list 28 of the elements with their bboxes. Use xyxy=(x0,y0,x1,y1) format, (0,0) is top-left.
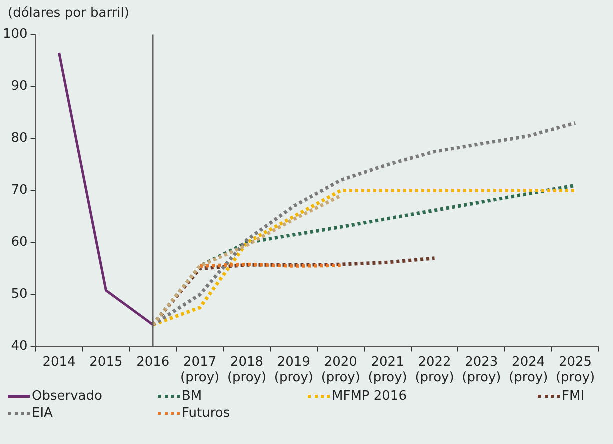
y-tick-label: 50 xyxy=(11,287,28,302)
x-tick-label: 2020 (proy) xyxy=(321,354,360,386)
x-tick-label: 2021 (proy) xyxy=(368,354,408,386)
x-tick-label: 2025 (proy) xyxy=(556,354,596,386)
y-tick-label: 80 xyxy=(11,131,28,146)
x-tick-label: 2014 xyxy=(42,354,76,370)
x-tick-label: 2016 xyxy=(136,354,170,370)
y-tick-label: 70 xyxy=(11,183,28,198)
y-tick-label: 40 xyxy=(11,339,28,354)
legend-label: FMI xyxy=(562,389,585,404)
legend-label: EIA xyxy=(32,406,53,421)
legend-label: Futuros xyxy=(182,406,230,421)
legend-label: MFMP 2016 xyxy=(332,389,407,404)
x-tick-label: 2017 (proy) xyxy=(180,354,220,386)
x-tick-label: 2024 (proy) xyxy=(509,354,548,386)
y-tick-label: 90 xyxy=(11,79,28,94)
y-axis-title: (dólares por barril) xyxy=(7,6,130,23)
line-series xyxy=(151,194,343,327)
x-tick-label: 2018 (proy) xyxy=(227,354,267,386)
legend-label: Observado xyxy=(32,389,102,404)
x-tick-label: 2015 xyxy=(90,354,123,370)
y-tick-label: 60 xyxy=(11,235,28,250)
legend-label: BM xyxy=(182,389,202,404)
x-tick-label: 2019 (proy) xyxy=(274,354,314,386)
x-tick-label: 2023 (proy) xyxy=(462,354,502,386)
line-series xyxy=(151,121,578,327)
x-tick-label: 2022 (proy) xyxy=(415,354,454,386)
y-tick-label: 100 xyxy=(2,27,28,42)
